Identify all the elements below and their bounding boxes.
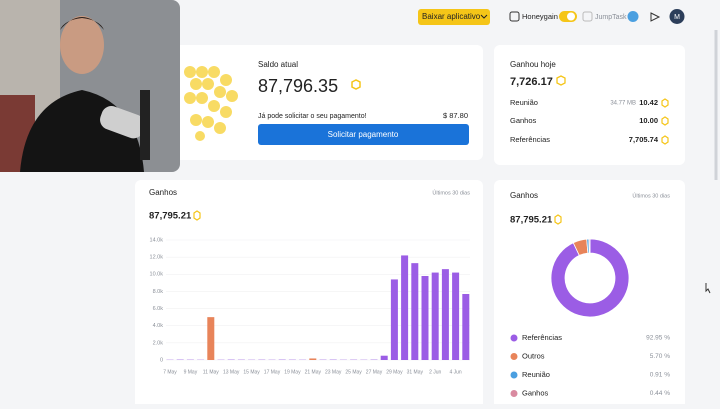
x-tick-label: 9 May bbox=[184, 369, 198, 375]
legend-label: Outros bbox=[522, 351, 545, 360]
card-total: 87,795.21 bbox=[510, 215, 553, 226]
avatar-letter: M bbox=[674, 14, 680, 21]
today-row-value: 10.00 bbox=[639, 116, 658, 125]
legend-value: 92.95 % bbox=[646, 335, 670, 342]
bar bbox=[442, 269, 449, 360]
x-tick-label: 21 May bbox=[305, 369, 322, 375]
today-title: Ganhou hoje bbox=[510, 60, 556, 69]
download-label: Baixar aplicativo bbox=[422, 12, 481, 21]
x-tick-label: 13 May bbox=[223, 369, 240, 375]
jumptask-icon bbox=[628, 11, 639, 22]
x-tick-label: 19 May bbox=[284, 369, 301, 375]
bar bbox=[422, 276, 429, 360]
payout-message: Já pode solicitar o seu pagamento! bbox=[258, 113, 367, 120]
y-tick-label: 2.0k bbox=[153, 340, 164, 346]
x-tick-label: 17 May bbox=[264, 369, 281, 375]
donut-slice bbox=[589, 239, 590, 253]
bar bbox=[411, 263, 418, 360]
balance-title: Saldo atual bbox=[258, 60, 298, 69]
legend-value: 5.70 % bbox=[650, 353, 670, 360]
card-title: Ganhos bbox=[149, 188, 177, 197]
balance-amount: 87,796.35 bbox=[258, 76, 338, 96]
legend-dot bbox=[511, 353, 518, 360]
today-row-label: Referências bbox=[510, 135, 550, 144]
bar bbox=[371, 359, 378, 360]
legend-dot bbox=[511, 372, 518, 379]
y-tick-label: 10.0k bbox=[150, 272, 164, 278]
x-tick-label: 15 May bbox=[243, 369, 260, 375]
x-tick-label: 29 May bbox=[386, 369, 403, 375]
x-tick-label: 23 May bbox=[325, 369, 342, 375]
bar bbox=[309, 358, 316, 360]
honeygain-label: Honeygain bbox=[522, 12, 558, 21]
legend-label: Ganhos bbox=[522, 388, 549, 397]
today-row-label: Reunião bbox=[510, 98, 538, 107]
bar bbox=[391, 279, 398, 360]
x-tick-label: 27 May bbox=[366, 369, 383, 375]
card-total: 87,795.21 bbox=[149, 211, 192, 222]
webcam-overlay bbox=[0, 0, 180, 172]
today-row-label: Ganhos bbox=[510, 116, 537, 125]
legend-value: 0.91 % bbox=[650, 372, 670, 379]
legend-label: Referências bbox=[522, 333, 562, 342]
bar bbox=[432, 273, 439, 360]
jumptask-label: JumpTask bbox=[595, 14, 627, 21]
toggle-knob bbox=[567, 13, 575, 21]
bar bbox=[330, 359, 337, 360]
bar bbox=[279, 359, 286, 360]
x-tick-label: 11 May bbox=[203, 369, 220, 375]
today-row-value: 10.42 bbox=[639, 98, 658, 107]
card-subtitle: Últimos 30 dias bbox=[432, 189, 470, 196]
y-tick-label: 12.0k bbox=[150, 255, 164, 261]
x-tick-label: 25 May bbox=[345, 369, 362, 375]
bar bbox=[462, 294, 469, 360]
legend-label: Reunião bbox=[522, 370, 550, 379]
bar bbox=[228, 359, 235, 360]
legend-dot bbox=[511, 390, 518, 397]
y-tick-label: 8.0k bbox=[153, 289, 164, 295]
y-tick-label: 0 bbox=[160, 357, 163, 363]
today-row-value: 7,705.74 bbox=[629, 135, 659, 144]
bar bbox=[452, 273, 459, 360]
bar bbox=[401, 255, 408, 360]
today-row-detail: 34.77 MB bbox=[610, 101, 636, 107]
x-tick-label: 7 May bbox=[163, 369, 177, 375]
payout-button-label: Solicitar pagamento bbox=[328, 130, 399, 139]
bar bbox=[177, 359, 184, 360]
legend-dot bbox=[511, 335, 518, 342]
today-amount: 7,726.17 bbox=[510, 76, 553, 88]
bar bbox=[207, 317, 214, 360]
card-title: Ganhos bbox=[510, 191, 538, 200]
card-subtitle: Últimos 30 dias bbox=[632, 192, 670, 199]
x-tick-label: 2 Jun bbox=[429, 369, 441, 375]
x-tick-label: 31 May bbox=[407, 369, 424, 375]
bar bbox=[381, 356, 388, 360]
payout-usd: $ 87.80 bbox=[443, 111, 468, 120]
legend-value: 0.44 % bbox=[650, 390, 670, 397]
y-tick-label: 14.0k bbox=[150, 237, 164, 243]
x-tick-label: 4 Jun bbox=[449, 369, 461, 375]
y-tick-label: 6.0k bbox=[153, 306, 164, 312]
y-tick-label: 4.0k bbox=[153, 323, 164, 329]
